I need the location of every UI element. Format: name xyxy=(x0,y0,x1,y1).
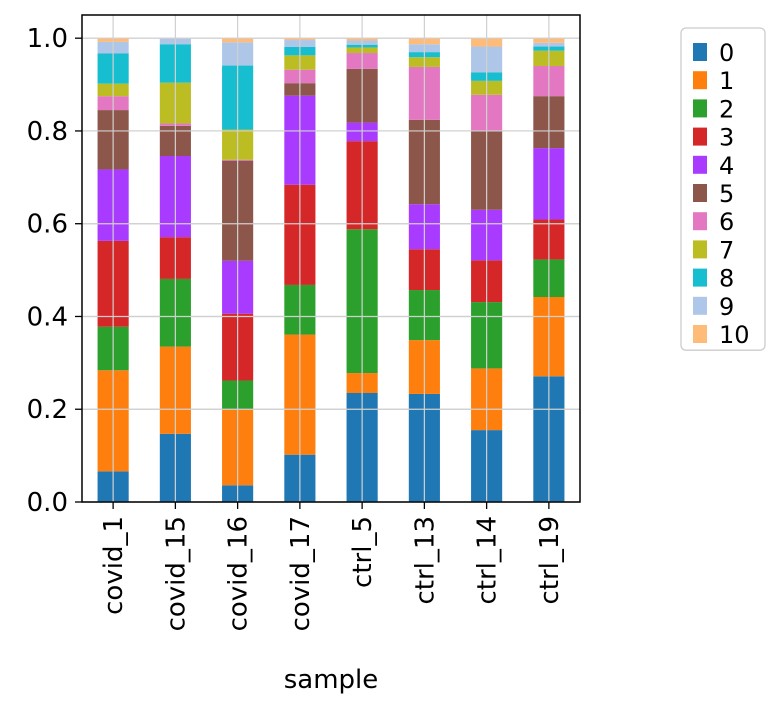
legend-swatch xyxy=(693,212,707,230)
x-tick-label: ctrl_5 xyxy=(348,516,378,588)
plot-frame xyxy=(82,15,580,502)
grid-layer xyxy=(82,38,580,502)
legend-label: 1 xyxy=(719,67,734,95)
x-tick-label: covid_17 xyxy=(286,516,316,631)
x-tick-label: covid_15 xyxy=(161,516,191,631)
x-tick-label: covid_1 xyxy=(99,516,129,615)
legend-swatch xyxy=(693,297,707,315)
legend-label: 6 xyxy=(719,208,734,236)
y-tick-label: 0.8 xyxy=(27,117,68,147)
legend-label: 3 xyxy=(719,124,734,152)
x-tick-label: ctrl_19 xyxy=(535,516,565,605)
legend-swatch xyxy=(693,156,707,174)
bars-layer xyxy=(82,15,580,502)
x-tick-label: ctrl_14 xyxy=(473,516,503,605)
legend-label: 10 xyxy=(719,321,750,349)
legend-swatch xyxy=(693,99,707,117)
legend-swatch xyxy=(693,240,707,258)
legend-swatch xyxy=(693,184,707,202)
legend-swatch xyxy=(693,269,707,287)
legend-label: 4 xyxy=(719,152,734,180)
x-tick-label: ctrl_13 xyxy=(410,516,440,605)
legend-label: 9 xyxy=(719,293,734,321)
legend-label: 8 xyxy=(719,265,734,293)
legend-swatch xyxy=(693,128,707,146)
legend-label: 0 xyxy=(719,39,734,67)
legend-label: 7 xyxy=(719,236,734,264)
legend-swatch xyxy=(693,43,707,61)
x-tick-label: covid_16 xyxy=(224,516,254,631)
legend-swatch xyxy=(693,71,707,89)
y-tick-label: 0.6 xyxy=(27,210,68,240)
y-tick-label: 1.0 xyxy=(27,24,68,54)
x-axis-label: sample xyxy=(284,665,379,695)
y-tick-label: 0.0 xyxy=(27,488,68,518)
y-tick-label: 0.4 xyxy=(27,302,68,332)
x-axis: covid_1 covid_15 covid_16 covid_17 ctrl_5 ctr… xyxy=(99,502,565,631)
legend-label: 2 xyxy=(719,95,734,123)
legend-swatch xyxy=(693,325,707,343)
y-axis: 0.0 0.2 0.4 0.6 0.8 1.0 xyxy=(27,24,82,518)
legend-label: 5 xyxy=(719,180,734,208)
y-tick-label: 0.2 xyxy=(27,395,68,425)
